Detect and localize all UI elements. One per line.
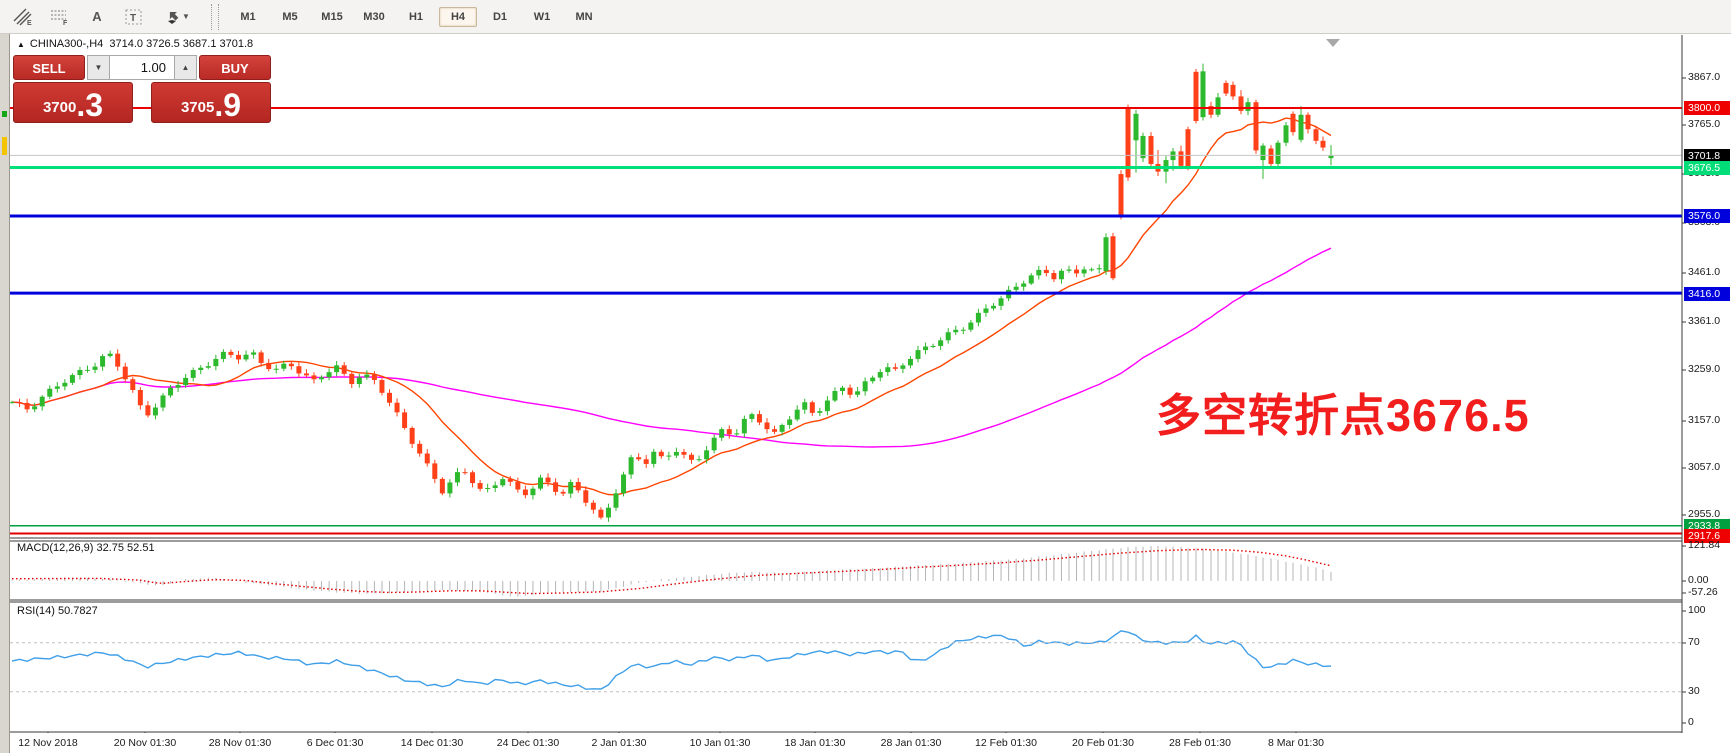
time-axis-label: 8 Mar 01:30	[1267, 737, 1325, 749]
chart-toolbar: E F A T ▼ M1 M5 M15 M30 H1 H4 D1 W1 MN	[0, 0, 1731, 34]
time-axis-label: 24 Dec 01:30	[496, 737, 560, 749]
timeframe-group: M1 M5 M15 M30 H1 H4 D1 W1 MN	[227, 6, 605, 27]
one-click-trade-panel: SELL ▼ 1.00 ▲ BUY 3700.3 3705.9	[13, 55, 271, 123]
timeframe-M1[interactable]: M1	[240, 10, 256, 23]
volume-decrease-button[interactable]: ▼	[87, 55, 110, 80]
bid-price-main: 3700	[42, 99, 77, 116]
time-axis-label: 20 Nov 01:30	[113, 737, 177, 749]
text-tool-icon[interactable]: A	[92, 9, 102, 24]
symbol-name: CHINA300-,H4	[29, 38, 104, 50]
ask-price-pips: .9	[214, 87, 242, 123]
indicator-tick-label: 70	[1688, 636, 1700, 648]
time-axis[interactable]: 12 Nov 2018 20 Nov 01:30 28 Nov 01:30 6 Dec…	[0, 733, 1683, 753]
price-level-badge: 3676.5	[1684, 161, 1730, 175]
ask-price-main: 3705	[180, 99, 215, 116]
indicator-tick-label: 100	[1688, 604, 1706, 616]
svg-text:F: F	[63, 20, 68, 26]
time-axis-label: 14 Dec 01:30	[400, 737, 464, 749]
time-axis-label: 20 Feb 01:30	[1072, 737, 1134, 749]
timeframe-H1[interactable]: H1	[408, 10, 424, 23]
indicator-tick-label: 30	[1688, 685, 1700, 697]
price-level-badge: 3576.0	[1684, 209, 1730, 223]
bid-price-pane[interactable]: 3700.3	[13, 82, 133, 123]
timeframe-H4[interactable]: H4	[439, 6, 477, 27]
svg-text:T: T	[130, 13, 136, 24]
price-axis[interactable]: 3867.03765.03665.03563.03461.03361.03259…	[1683, 34, 1731, 753]
chart-window[interactable]: ▲ CHINA300-,H4 3714.0 3726.5 3687.1 3701.…	[0, 33, 1731, 753]
ohlc-values: 3714.0 3726.5 3687.1 3701.8	[109, 38, 254, 50]
ask-price-pane[interactable]: 3705.9	[151, 82, 271, 123]
time-axis-label: 18 Jan 01:30	[784, 737, 846, 749]
dock-marker-green	[2, 111, 7, 117]
price-level-badge: 3701.8	[1684, 149, 1730, 163]
trendline-letter: E	[27, 20, 32, 26]
price-tick-label: 3361.0	[1688, 315, 1721, 327]
price-tick-label: 3867.0	[1688, 71, 1721, 83]
volume-input[interactable]: 1.00	[110, 55, 174, 80]
fibonacci-tool-icon[interactable]: F	[46, 4, 74, 30]
timeframe-D1[interactable]: D1	[492, 10, 508, 23]
price-level-badge: 2917.6	[1684, 529, 1730, 543]
sell-button[interactable]: SELL	[13, 55, 85, 80]
macd-indicator-label: MACD(12,26,9) 32.75 52.51	[17, 542, 155, 554]
price-level-badge: 3416.0	[1684, 287, 1730, 301]
time-axis-label: 28 Nov 01:30	[208, 737, 272, 749]
indicator-tick-label: -57.26	[1688, 586, 1718, 598]
timeframe-M30[interactable]: M30	[363, 10, 385, 23]
price-tick-label: 2955.0	[1688, 508, 1721, 520]
arrows-tool-icon[interactable]: ▼	[157, 4, 197, 30]
timeframe-MN[interactable]: MN	[575, 10, 593, 23]
price-tick-label: 3259.0	[1688, 363, 1721, 375]
toolbar-grip[interactable]	[211, 3, 219, 30]
chart-title: ▲ CHINA300-,H4 3714.0 3726.5 3687.1 3701.…	[17, 38, 253, 50]
dock-strip	[0, 33, 10, 753]
textbox-tool-icon[interactable]: T	[120, 4, 148, 30]
volume-increase-button[interactable]: ▲	[174, 55, 197, 80]
dropdown-caret-icon: ▼	[182, 12, 190, 21]
bid-price-pips: .3	[76, 87, 104, 123]
expand-triangle-icon[interactable]: ▲	[17, 40, 25, 49]
price-tick-label: 3765.0	[1688, 118, 1721, 130]
timeframe-W1[interactable]: W1	[533, 10, 551, 23]
indicator-tick-label: 0	[1688, 716, 1694, 728]
trendline-tool-icon[interactable]: E	[9, 4, 37, 30]
timeframe-M5[interactable]: M5	[282, 10, 298, 23]
rsi-indicator-label: RSI(14) 50.7827	[17, 605, 98, 617]
price-tick-label: 3461.0	[1688, 266, 1721, 278]
price-tick-label: 3057.0	[1688, 461, 1721, 473]
annotation-text: 多空转折点3676.5	[1156, 390, 1530, 441]
time-axis-label: 10 Jan 01:30	[689, 737, 751, 749]
buy-button[interactable]: BUY	[199, 55, 271, 80]
indicator-tick-label: 121.84	[1688, 539, 1721, 551]
price-level-badge: 3800.0	[1684, 101, 1730, 115]
price-tick-label: 3157.0	[1688, 414, 1721, 426]
dock-marker-yellow	[2, 137, 7, 155]
time-axis-label: 12 Nov 2018	[18, 737, 78, 749]
time-axis-label: 28 Feb 01:30	[1169, 737, 1231, 749]
time-axis-label: 2 Jan 01:30	[591, 737, 647, 749]
timeframe-M15[interactable]: M15	[321, 10, 343, 23]
time-axis-label: 6 Dec 01:30	[306, 737, 364, 749]
indicator-tick-label: 0.00	[1688, 574, 1709, 586]
time-axis-label: 28 Jan 01:30	[880, 737, 942, 749]
time-axis-label: 12 Feb 01:30	[975, 737, 1037, 749]
